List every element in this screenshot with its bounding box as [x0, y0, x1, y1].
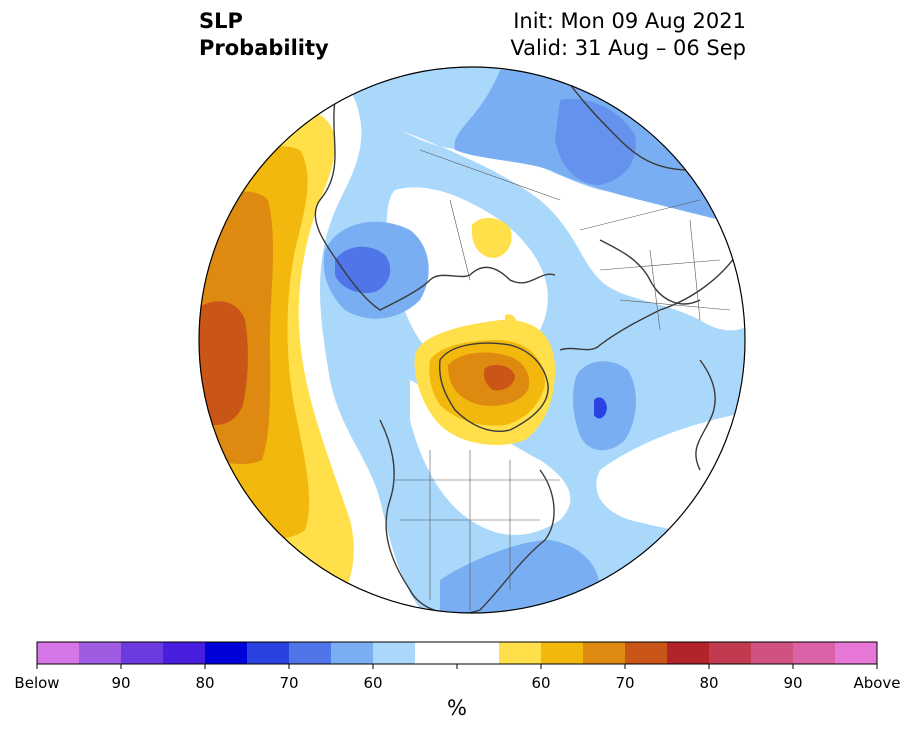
colorbar-swatch — [37, 642, 80, 664]
map-title: SLP Probability — [199, 8, 329, 62]
colorbar-tick-label: 80 — [699, 674, 719, 692]
colorbar-tick-label: 70 — [279, 674, 299, 692]
colorbar-swatch — [793, 642, 836, 664]
colorbar-tick-label: 60 — [531, 674, 551, 692]
colorbar-swatch — [247, 642, 290, 664]
colorbar-swatch — [541, 642, 584, 664]
colorbar-tick-label: 60 — [363, 674, 383, 692]
colorbar-units: % — [447, 696, 467, 720]
colorbar-swatch — [667, 642, 710, 664]
colorbar-tick-label: 90 — [111, 674, 131, 692]
globe-boundary — [198, 66, 746, 614]
colorbar-swatch — [457, 642, 500, 664]
colorbar-swatch — [499, 642, 542, 664]
colorbar-swatch — [121, 642, 164, 664]
colorbar-swatch — [205, 642, 248, 664]
colorbar-tick-label: Above — [853, 674, 901, 692]
valid-range: Valid: 31 Aug – 06 Sep — [510, 36, 746, 60]
variable-label: SLP — [199, 9, 243, 33]
colorbar-swatch — [709, 642, 752, 664]
init-date: Init: Mon 09 Aug 2021 — [513, 9, 746, 33]
colorbar-swatch — [835, 642, 878, 664]
colorbar-swatch — [415, 642, 458, 664]
colorbar-swatch — [373, 642, 416, 664]
colorbar-swatch — [331, 642, 374, 664]
quantity-label: Probability — [199, 36, 329, 60]
colorbar-tick-label: 70 — [615, 674, 635, 692]
colorbar-swatch — [583, 642, 626, 664]
colorbar-swatch — [625, 642, 668, 664]
colorbar-swatch — [751, 642, 794, 664]
colorbar-tick-label: Below — [14, 674, 60, 692]
colorbar-swatch — [163, 642, 206, 664]
colorbar-swatch — [289, 642, 332, 664]
country-borders — [395, 149, 731, 610]
colorbar-tick-label: 90 — [783, 674, 803, 692]
colorbar-tick-label: 80 — [195, 674, 215, 692]
date-info: Init: Mon 09 Aug 2021 Valid: 31 Aug – 06… — [510, 8, 746, 62]
colorbar-swatch — [79, 642, 122, 664]
polar-map — [198, 66, 746, 614]
